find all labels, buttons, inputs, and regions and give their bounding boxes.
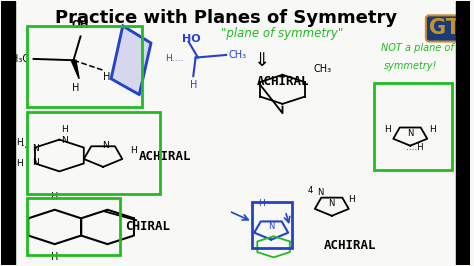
Text: N: N	[268, 222, 274, 231]
Text: ACHIRAL: ACHIRAL	[324, 239, 376, 252]
Text: ACHIRAL: ACHIRAL	[256, 75, 309, 88]
Text: N: N	[61, 136, 67, 146]
Text: N: N	[407, 129, 413, 138]
Text: CH₃: CH₃	[313, 64, 331, 74]
Text: H‥‥: H‥‥	[165, 55, 184, 63]
Text: H: H	[61, 125, 67, 134]
Text: CHIRAL: CHIRAL	[125, 221, 170, 234]
Bar	[456, 1, 470, 265]
Text: H: H	[16, 159, 23, 168]
Polygon shape	[71, 60, 79, 79]
Polygon shape	[111, 26, 151, 95]
Text: H: H	[258, 199, 265, 208]
Text: H: H	[72, 83, 80, 93]
Text: H: H	[130, 146, 137, 155]
Text: ‥‥H: ‥‥H	[406, 143, 424, 152]
Text: symmetry!: symmetry!	[383, 61, 437, 70]
Text: N: N	[328, 199, 335, 208]
Text: N: N	[33, 158, 39, 167]
Text: HO: HO	[182, 34, 200, 44]
Text: H: H	[348, 195, 355, 204]
Text: ACHIRAL: ACHIRAL	[139, 150, 192, 163]
Text: OH: OH	[72, 20, 89, 30]
Text: 4: 4	[308, 186, 313, 194]
Text: H: H	[16, 138, 23, 147]
Text: N: N	[102, 141, 109, 150]
Text: H: H	[103, 72, 110, 82]
Bar	[0, 1, 15, 265]
Text: CH₃: CH₃	[228, 50, 246, 60]
Text: GT: GT	[429, 18, 460, 39]
Text: H: H	[190, 80, 197, 90]
Text: H: H	[384, 126, 391, 135]
Text: Practice with Planes of Symmetry: Practice with Planes of Symmetry	[55, 9, 397, 27]
Text: N: N	[33, 144, 39, 153]
Text: NOT a plane of: NOT a plane of	[381, 43, 454, 53]
Text: H: H	[51, 252, 58, 262]
Text: H: H	[51, 192, 58, 202]
Text: H: H	[429, 126, 436, 135]
Text: ⇓: ⇓	[253, 51, 270, 70]
Text: N: N	[317, 188, 323, 197]
Text: "plane of symmetry": "plane of symmetry"	[221, 27, 344, 40]
Text: H₃C: H₃C	[11, 54, 29, 64]
